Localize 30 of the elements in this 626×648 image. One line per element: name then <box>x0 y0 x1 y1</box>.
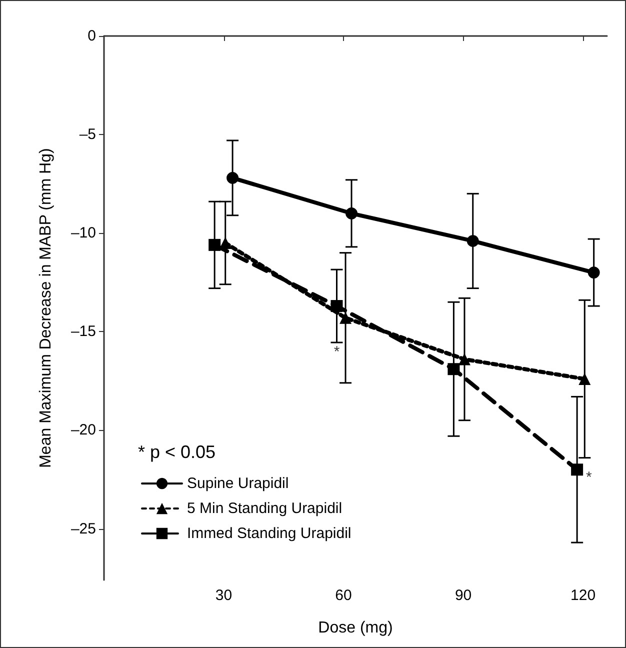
point <box>346 207 358 220</box>
annotation: * p < 0.05 <box>138 442 216 462</box>
annotation: * <box>334 343 340 360</box>
legend-label: Supine Urapidil <box>187 475 289 492</box>
annotation: * <box>586 469 592 486</box>
point <box>330 300 343 312</box>
y-tick-label: –10 <box>70 224 96 242</box>
y-tick-label: –15 <box>70 323 96 340</box>
legend-label: Immed Standing Urapidil <box>187 525 352 542</box>
y-tick-label: –25 <box>70 520 96 538</box>
legend-label: 5 Min Standing Urapidil <box>187 500 342 517</box>
y-tick-label: –5 <box>79 126 96 144</box>
y-axis-title: Mean Maximum Decrease in MABP (mm Hg) <box>38 148 54 468</box>
point <box>466 234 479 247</box>
point <box>578 372 591 385</box>
x-tick-label: 30 <box>215 587 232 604</box>
x-tick-label: 60 <box>335 587 352 604</box>
point <box>340 312 352 324</box>
point <box>458 353 470 366</box>
point <box>226 172 239 184</box>
point <box>571 464 584 476</box>
point <box>588 266 600 279</box>
point <box>219 236 232 249</box>
x-tick-label: 120 <box>570 587 596 604</box>
y-tick-label: 0 <box>88 28 96 44</box>
x-tick-label: 90 <box>454 587 472 604</box>
y-tick-label: –20 <box>70 422 96 439</box>
point <box>448 363 460 376</box>
point <box>208 238 221 251</box>
x-axis-title: Dose (mg) <box>318 620 393 636</box>
